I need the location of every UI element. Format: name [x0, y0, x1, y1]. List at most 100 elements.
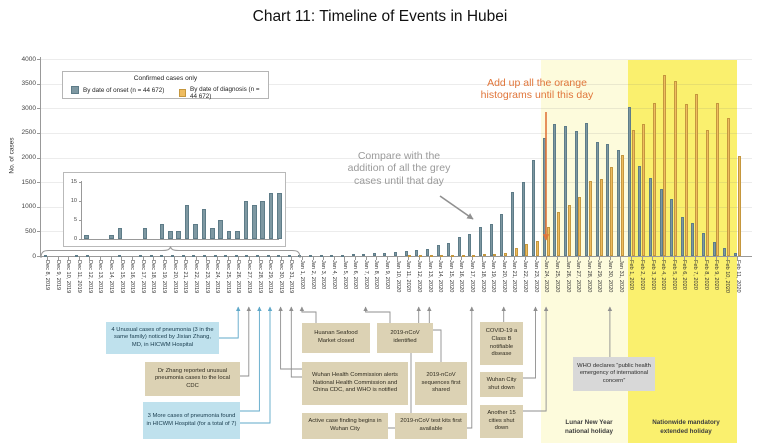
inset-bar-onset	[260, 201, 265, 239]
x-tick-label: Jan 14, 2020	[437, 260, 444, 293]
x-tick-label: Jan 26, 2020	[564, 260, 571, 293]
bar-diagnosis	[450, 255, 454, 257]
inset-bar-onset	[184, 204, 190, 239]
bar-onset	[149, 255, 153, 258]
x-tick-mark	[524, 257, 526, 260]
bar-diagnosis	[578, 196, 582, 256]
x-tick-label: Feb 2, 2020	[638, 260, 645, 290]
bar-diagnosis	[589, 181, 593, 256]
x-tick-label: Dec 29, 2019	[267, 260, 274, 294]
bar-onset	[521, 182, 525, 256]
inset-y-tick-label: 0	[73, 236, 77, 242]
bar-diagnosis	[440, 255, 444, 258]
x-tick-label: Dec 21, 2019	[182, 260, 189, 294]
inset-bar-onset	[218, 220, 223, 239]
y-tick-label: 0	[32, 252, 36, 260]
inset-bar-onset	[159, 223, 165, 239]
x-tick-mark	[365, 257, 367, 260]
x-tick-mark	[78, 257, 80, 260]
x-tick-mark	[248, 257, 250, 260]
y-tick-mark	[37, 182, 40, 184]
x-tick-label: Dec 16, 2019	[129, 260, 136, 294]
y-tick-label: 500	[25, 227, 36, 235]
y-tick-mark	[37, 108, 40, 110]
inset-bar-onset	[268, 193, 274, 239]
x-tick-mark	[556, 257, 558, 260]
inset-bar-onset	[210, 227, 215, 239]
x-tick-label: Feb 5, 2020	[670, 260, 677, 290]
x-tick-mark	[705, 257, 707, 260]
x-tick-label: Jan 19, 2020	[490, 260, 497, 293]
y-tick-label: 1000	[21, 203, 36, 211]
x-tick-label: Feb 10, 2020	[723, 260, 730, 293]
bar-onset	[224, 255, 228, 258]
inset-bar-onset	[277, 193, 282, 239]
y-tick-mark	[37, 59, 40, 60]
bar-onset	[277, 255, 281, 258]
y-tick-mark	[37, 231, 40, 233]
y-tick-label: 3000	[21, 104, 36, 112]
gridline-1500	[40, 182, 752, 184]
x-tick-mark	[716, 257, 718, 260]
x-tick-label: Jan 11, 2020	[405, 260, 412, 292]
bar-diagnosis	[652, 102, 656, 256]
bar-onset	[415, 250, 419, 256]
x-tick-mark	[344, 257, 346, 260]
legend-item-onset: By date of onset (n = 44 672)	[71, 86, 164, 94]
x-tick-label: Jan 18, 2020	[479, 260, 486, 293]
x-tick-label: Dec 20, 2019	[171, 260, 178, 294]
y-tick-label: 3500	[21, 80, 36, 88]
x-tick-mark	[57, 257, 59, 260]
x-tick-mark	[397, 257, 399, 260]
callout-6: 2019-nCoV sequences first shared	[415, 362, 467, 405]
bar-diagnosis	[737, 155, 741, 256]
x-tick-mark	[641, 257, 643, 260]
x-tick-mark	[142, 257, 144, 260]
bar-diagnosis	[535, 241, 539, 256]
x-axis-line	[40, 256, 752, 257]
inset-y-tick-label: 5	[73, 217, 77, 223]
x-tick-mark	[599, 257, 601, 260]
x-tick-mark	[110, 257, 112, 260]
x-tick-mark	[312, 257, 314, 260]
x-tick-mark	[461, 257, 463, 260]
bar-onset	[383, 253, 387, 256]
inset-bar-onset	[168, 231, 173, 239]
bar-onset	[553, 123, 557, 256]
x-tick-mark	[386, 257, 388, 260]
bar-diagnosis	[684, 104, 688, 256]
x-tick-label: Jan 5, 2020	[341, 260, 348, 290]
bar-onset	[712, 241, 716, 256]
diagnosis-swatch	[179, 89, 187, 97]
gridline-500	[40, 231, 752, 233]
x-tick-label: Jan 21, 2020	[511, 260, 518, 293]
x-tick-label: Jan 27, 2020	[575, 260, 582, 293]
x-tick-mark	[333, 257, 335, 260]
bar-diagnosis	[461, 254, 465, 257]
x-tick-label: Dec 31, 2019	[288, 260, 295, 294]
x-tick-label: Dec 15, 2019	[118, 260, 125, 294]
bar-onset	[139, 255, 143, 258]
bar-diagnosis	[429, 255, 433, 258]
x-tick-label: Jan 31, 2020	[617, 260, 624, 293]
annotation-grey-cases: Compare with the addition of all the gre…	[347, 150, 451, 187]
inset-x-axis-line	[81, 239, 279, 240]
bar-onset	[648, 177, 652, 256]
x-tick-mark	[291, 257, 293, 260]
x-tick-mark	[376, 257, 378, 260]
callout-connector-0	[219, 306, 241, 339]
inset-bar-onset	[142, 227, 148, 239]
x-tick-mark	[47, 257, 48, 260]
bar-onset	[723, 247, 727, 256]
x-tick-label: Jan 13, 2020	[426, 260, 433, 293]
x-tick-label: Jan 23, 2020	[532, 260, 539, 293]
x-tick-label: Jan 24, 2020	[543, 260, 550, 293]
x-tick-mark	[684, 257, 686, 260]
gridline-3500	[40, 83, 752, 85]
gridline-2500	[40, 132, 752, 134]
x-tick-mark	[418, 257, 420, 260]
x-tick-mark	[535, 257, 537, 260]
inset-bar-onset	[176, 231, 181, 239]
bar-onset	[319, 254, 323, 257]
bar-onset	[659, 188, 663, 256]
